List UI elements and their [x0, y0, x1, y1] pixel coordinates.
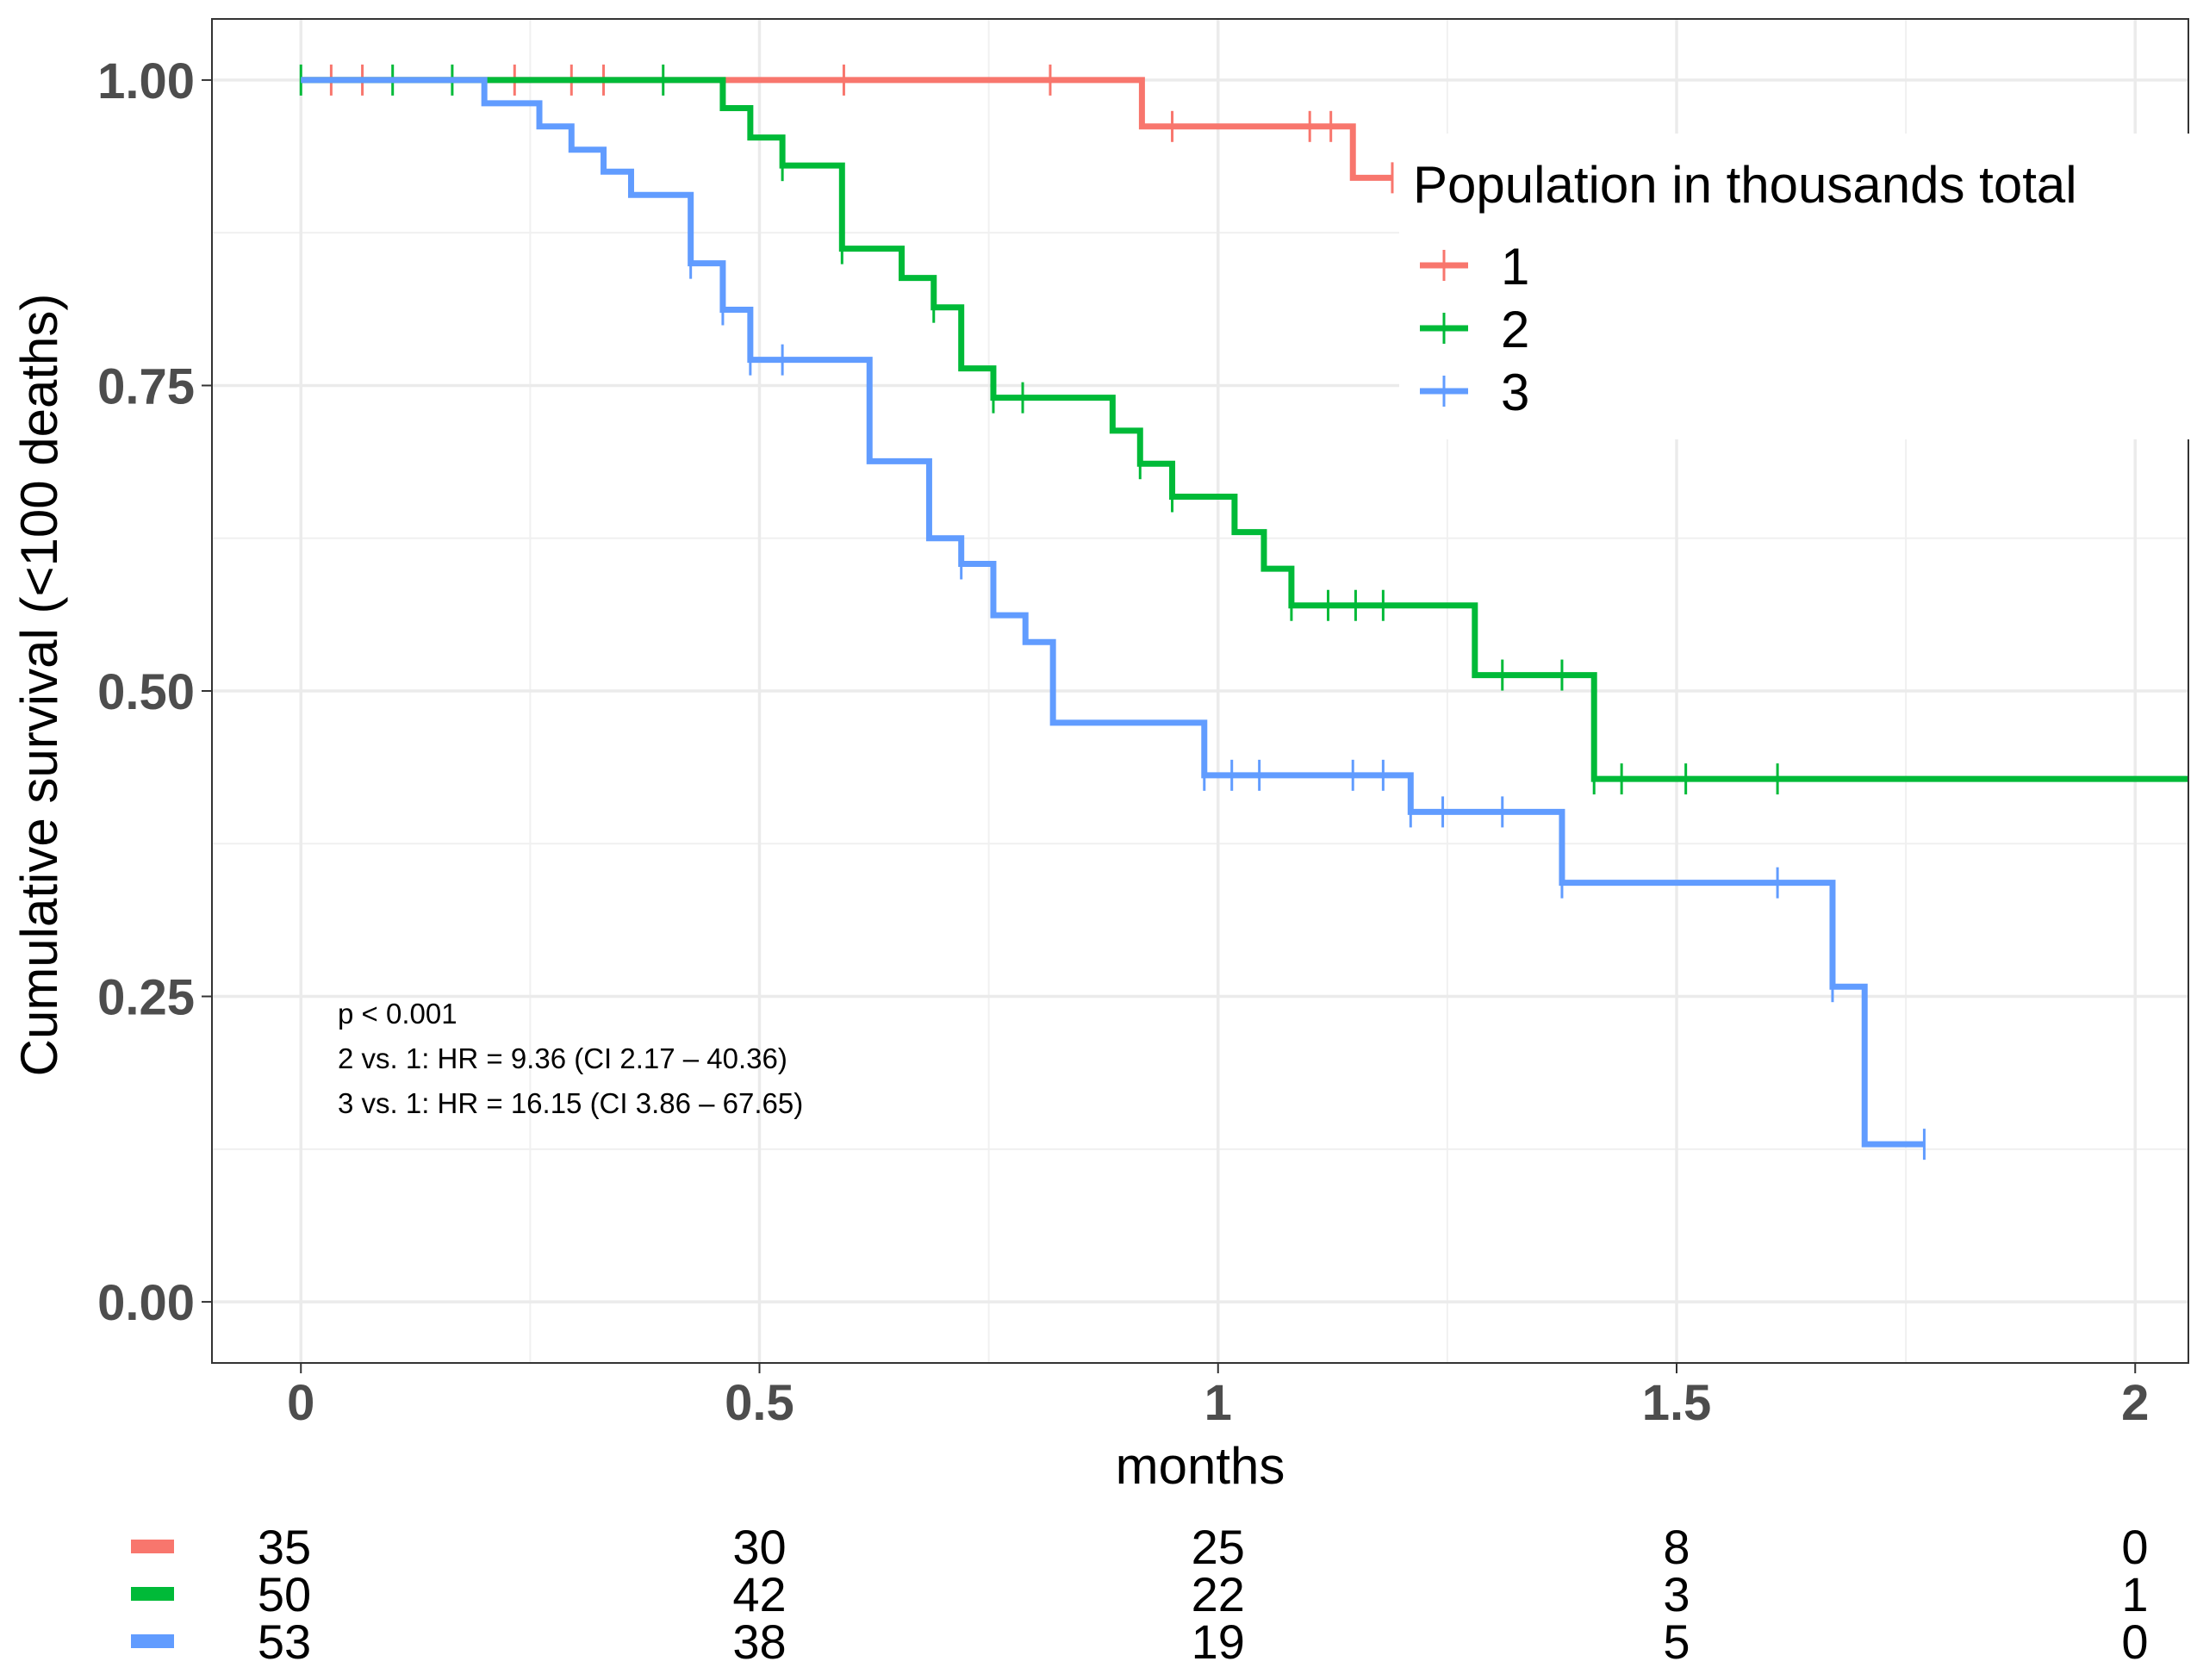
risk-count: 22 — [1192, 1567, 1245, 1621]
survival-curves — [299, 64, 2188, 1160]
risk-row-swatch — [131, 1634, 174, 1648]
x-axis: 0 0.5 1 1.5 2 — [287, 1363, 2149, 1431]
risk-count: 0 — [2121, 1615, 2148, 1669]
y-tick-label: 0.00 — [97, 1275, 195, 1331]
legend-label-3: 3 — [1501, 364, 1529, 421]
legend-label-2: 2 — [1501, 301, 1529, 358]
legend-background — [1399, 134, 2192, 439]
x-tick-label: 2 — [2121, 1375, 2149, 1431]
hr-2-vs-1-text: 2 vs. 1: HR = 9.36 (CI 2.17 – 40.36) — [338, 1042, 787, 1074]
risk-count: 53 — [258, 1615, 311, 1669]
y-tick-label: 1.00 — [97, 53, 195, 109]
risk-count: 5 — [1663, 1615, 1690, 1669]
legend: Population in thousands total 1 2 3 — [1399, 134, 2192, 439]
legend-keys — [1420, 250, 1468, 407]
risk-count: 25 — [1192, 1520, 1245, 1574]
y-tick-label: 0.50 — [97, 664, 195, 720]
series-1-line — [301, 77, 1393, 181]
legend-label-1: 1 — [1501, 238, 1529, 296]
risk-count: 3 — [1663, 1567, 1690, 1621]
x-tick-label: 1.5 — [1642, 1375, 1712, 1431]
risk-count: 50 — [258, 1567, 311, 1621]
x-axis-title: months — [1116, 1437, 1285, 1495]
series-3-line — [301, 77, 1925, 1148]
risk-row-swatch — [131, 1587, 174, 1601]
hr-3-vs-1-text: 3 vs. 1: HR = 16.15 (CI 3.86 – 67.65) — [338, 1087, 803, 1119]
risk-count: 30 — [732, 1520, 786, 1574]
p-value-text: p < 0.001 — [338, 998, 457, 1030]
y-tick-label: 0.75 — [97, 358, 195, 414]
legend-title: Population in thousands total — [1413, 156, 2077, 214]
x-tick-label: 0 — [287, 1375, 314, 1431]
risk-count: 19 — [1192, 1615, 1245, 1669]
x-tick-label: 1 — [1204, 1375, 1232, 1431]
risk-count: 0 — [2121, 1520, 2148, 1574]
risk-row-swatch — [131, 1540, 174, 1553]
y-tick-label: 0.25 — [97, 970, 195, 1026]
risk-count: 35 — [258, 1520, 311, 1574]
risk-count: 38 — [732, 1615, 786, 1669]
stats-annotation: p < 0.001 2 vs. 1: HR = 9.36 (CI 2.17 – … — [338, 998, 803, 1119]
risk-table: 35 30 25 8 050 42 22 3 153 38 19 5 0 — [131, 1520, 2149, 1669]
y-axis-title: Cumulative survival (<100 deaths) — [10, 294, 68, 1077]
risk-count: 42 — [732, 1567, 786, 1621]
risk-count: 1 — [2121, 1567, 2148, 1621]
y-axis: 0.00 0.25 0.50 0.75 1.00 — [97, 53, 212, 1331]
x-tick-label: 0.5 — [725, 1375, 794, 1431]
risk-count: 8 — [1663, 1520, 1690, 1574]
